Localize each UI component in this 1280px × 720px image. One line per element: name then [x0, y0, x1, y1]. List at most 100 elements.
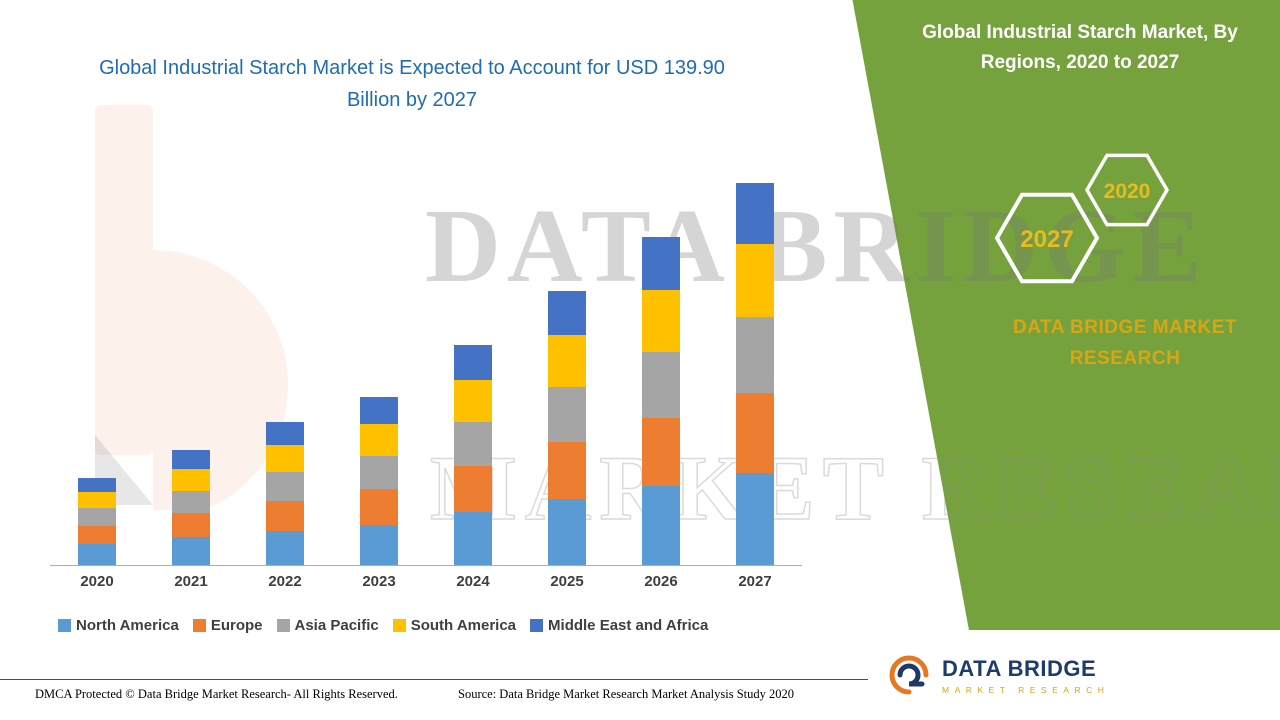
hexagon-2020-label: 2020 [1104, 180, 1151, 203]
bar-column-2024 [426, 180, 520, 565]
bar-segment-2020-middle-east-and-africa [78, 477, 116, 492]
legend-label: Europe [210, 617, 263, 634]
chart-plot [50, 180, 802, 566]
x-axis-label-2027: 2027 [738, 573, 772, 590]
legend-swatch [276, 619, 290, 632]
bar-column-2021 [144, 180, 238, 565]
bar-segment-2025-europe [548, 441, 586, 500]
chart-title: Global Industrial Starch Market is Expec… [99, 57, 725, 111]
stacked-bar-2026 [642, 237, 680, 565]
bar-segment-2026-south-america [642, 289, 680, 353]
stacked-bar-2024 [454, 345, 492, 565]
stacked-bar-2023 [360, 397, 398, 565]
legend-swatch [530, 619, 544, 632]
bar-segment-2020-europe [78, 525, 116, 544]
stacked-bar-2025 [548, 291, 586, 565]
legend-label: Asia Pacific [294, 617, 379, 634]
legend-item-asia-pacific: Asia Pacific [276, 617, 379, 634]
bar-segment-2027-europe [736, 393, 774, 474]
bar-column-2027 [708, 180, 802, 565]
bar-segment-2027-middle-east-and-africa [736, 183, 774, 244]
bar-segment-2021-south-america [172, 468, 210, 491]
bar-segment-2020-asia-pacific [78, 508, 116, 526]
bar-segment-2020-south-america [78, 491, 116, 509]
bar-column-2026 [614, 180, 708, 565]
logo-subtitle: MARKET RESEARCH [942, 684, 1110, 695]
legend-label: North America [76, 617, 179, 634]
bar-segment-2027-north-america [736, 473, 774, 565]
x-axis-label-2020: 2020 [80, 573, 114, 590]
hexagon-badges: 2027 2020 [994, 153, 1170, 284]
bar-column-2020 [50, 180, 144, 565]
legend-swatch [192, 619, 206, 632]
stacked-bar-2020 [78, 477, 116, 565]
bar-segment-2020-north-america [78, 544, 116, 565]
bar-segment-2022-north-america [266, 530, 304, 565]
bar-segment-2025-asia-pacific [548, 387, 586, 442]
brand-text: DATA BRIDGE MARKET RESEARCH [1013, 317, 1237, 370]
chart-xlabels: 2020 2021 2022 2023 2024 2025 2026 2027 [50, 573, 802, 590]
bar-segment-2025-south-america [548, 334, 586, 388]
legend-item-middle-east-and-africa: Middle East and Africa [530, 617, 708, 634]
stacked-bar-2021 [172, 450, 210, 565]
bar-segment-2027-asia-pacific [736, 316, 774, 394]
logo-title: DATA BRIDGE [942, 655, 1097, 681]
stacked-bar-2022 [266, 421, 304, 565]
bar-column-2025 [520, 180, 614, 565]
bar-segment-2023-europe [360, 489, 398, 525]
bar-segment-2022-middle-east-and-africa [266, 421, 304, 445]
bar-column-2023 [332, 180, 426, 565]
bar-segment-2025-middle-east-and-africa [548, 291, 586, 335]
legend-item-south-america: South America [392, 617, 517, 634]
bar-segment-2023-north-america [360, 524, 398, 565]
hexagon-2027-label: 2027 [1020, 226, 1073, 253]
bar-segment-2022-europe [266, 500, 304, 531]
bar-segment-2021-middle-east-and-africa [172, 450, 210, 469]
x-axis-label-2024: 2024 [456, 573, 490, 590]
bar-segment-2026-middle-east-and-africa [642, 237, 680, 290]
x-axis-label-2022: 2022 [268, 573, 302, 590]
watermark-text-1: DATA BRIDGE [425, 187, 1208, 304]
bar-segment-2026-north-america [642, 486, 680, 565]
bar-segment-2022-south-america [266, 444, 304, 472]
x-axis-label-2021: 2021 [174, 573, 208, 590]
chart-legend: North America Europe Asia Pacific South Ame… [58, 617, 828, 634]
bar-segment-2027-south-america [736, 243, 774, 317]
bar-segment-2026-europe [642, 417, 680, 487]
bar-segment-2024-middle-east-and-africa [454, 345, 492, 381]
x-axis-label-2025: 2025 [550, 573, 584, 590]
bar-segment-2023-south-america [360, 423, 398, 456]
x-axis-label-2023: 2023 [362, 573, 396, 590]
source-text: Source: Data Bridge Market Research Mark… [458, 687, 795, 701]
logo-box: DATA BRIDGE MARKET RESEARCH [868, 630, 1280, 720]
footer-divider [0, 679, 868, 680]
bar-segment-2024-south-america [454, 380, 492, 423]
bar-segment-2021-europe [172, 513, 210, 538]
bar-segment-2021-north-america [172, 537, 210, 565]
bar-segment-2023-middle-east-and-africa [360, 397, 398, 424]
bar-segment-2023-asia-pacific [360, 455, 398, 490]
dmca-text: DMCA Protected © Data Bridge Market Rese… [35, 687, 398, 701]
bar-segment-2024-north-america [454, 512, 492, 565]
bar-segment-2024-europe [454, 466, 492, 513]
stacked-bar-2027 [736, 183, 774, 565]
legend-item-north-america: North America [58, 617, 179, 634]
bar-segment-2025-north-america [548, 499, 586, 565]
hexagon-2027-outline [994, 192, 1100, 284]
watermark-logo-icon [95, 105, 288, 510]
legend-swatch [58, 619, 71, 632]
hexagon-2020-outline [1084, 153, 1170, 227]
side-panel-title: Global Industrial Starch Market, By Regi… [922, 22, 1238, 74]
data-bridge-logo-icon [889, 655, 929, 695]
bar-segment-2021-asia-pacific [172, 490, 210, 514]
legend-label: South America [410, 617, 517, 634]
legend-item-europe: Europe [192, 617, 263, 634]
bar-segment-2024-asia-pacific [454, 422, 492, 467]
bar-segment-2022-asia-pacific [266, 471, 304, 501]
legend-swatch [392, 619, 406, 632]
bar-segment-2026-asia-pacific [642, 352, 680, 418]
bar-column-2022 [238, 180, 332, 565]
x-axis-label-2026: 2026 [644, 573, 678, 590]
legend-label: Middle East and Africa [548, 617, 709, 634]
